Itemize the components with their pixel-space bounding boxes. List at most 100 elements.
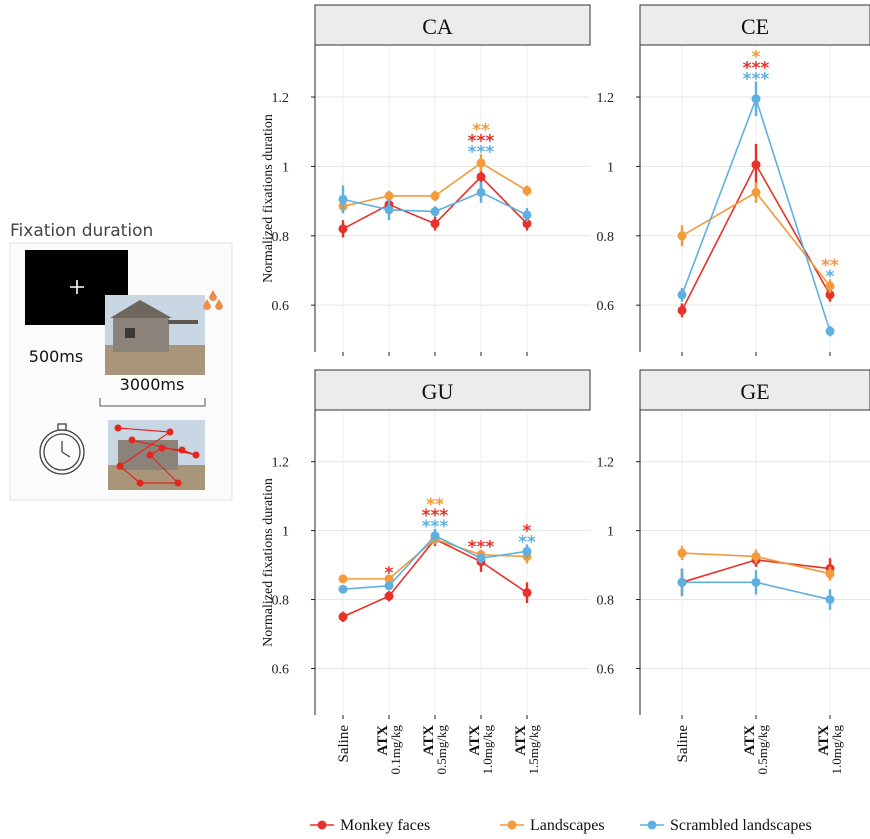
point	[430, 191, 440, 201]
fixation-time: 500ms	[29, 347, 83, 366]
y-tick-label: 0.6	[272, 662, 290, 677]
significance-stars: ***	[468, 538, 495, 558]
point	[384, 205, 394, 215]
schematic-title: Fixation duration	[10, 221, 153, 241]
plot-area	[315, 410, 590, 715]
panel-header	[314, 4, 591, 46]
significance-stars: *	[385, 563, 394, 583]
x-tick-label: ATX1.5mg/kg	[513, 725, 541, 775]
panel: 0.6 0.8 1 1.2 CA Normalized fixations duratio…	[261, 4, 591, 356]
y-tick-label: 1.2	[597, 91, 615, 106]
point	[677, 577, 687, 587]
point	[522, 219, 532, 229]
reward-drops	[203, 290, 223, 310]
point	[338, 224, 348, 234]
point	[476, 187, 486, 197]
significance-stars: ***	[468, 131, 495, 151]
legend-label: Monkey faces	[340, 817, 430, 834]
panel: 0.60.811.2CEMonkey facesLandscapesScramb…	[597, 4, 870, 356]
x-tick-label: ATX1.0mg/kg	[467, 725, 495, 775]
point	[677, 290, 687, 300]
point	[384, 581, 394, 591]
significance-stars: **	[426, 495, 444, 515]
y-tick-label: 0.8	[597, 230, 615, 245]
point	[430, 219, 440, 229]
point	[677, 231, 687, 241]
point	[430, 531, 440, 541]
y-tick-label: 0.8	[597, 594, 615, 609]
image-stimulus	[105, 295, 205, 375]
significance-stars: *	[523, 521, 532, 541]
y-tick-label: 0.8	[272, 594, 290, 609]
panel-title: GE	[740, 379, 769, 404]
plot-area	[315, 45, 590, 352]
point	[825, 290, 835, 300]
panel-title: CE	[741, 14, 769, 39]
point	[476, 553, 486, 563]
point	[677, 305, 687, 315]
significance-stars: ***	[422, 506, 449, 526]
legend-swatch-point	[317, 820, 327, 830]
panel-title: CA	[422, 14, 453, 39]
significance-stars: **	[472, 120, 490, 140]
scanpath-image	[108, 420, 205, 490]
y-tick-label: 0.6	[597, 299, 615, 314]
x-tick-label: ATX1.0mg/kg	[816, 725, 844, 775]
x-tick-label: ATX0.5mg/kg	[421, 725, 449, 775]
y-tick-label: 1.2	[272, 456, 290, 471]
legend-swatch-point	[647, 820, 657, 830]
schematic: Fixation duration 500ms 3000ms	[9, 221, 233, 501]
point	[338, 574, 348, 584]
legend-swatch-point	[507, 820, 517, 830]
y-tick-label: 1.2	[597, 456, 615, 471]
significance-stars: ***	[743, 58, 770, 78]
significance-stars: ***	[468, 142, 495, 162]
y-tick-label: 1	[282, 525, 289, 540]
image-time: 3000ms	[120, 375, 185, 394]
y-tick-label: 1.2	[272, 91, 290, 106]
significance-stars: **	[518, 532, 536, 552]
point	[338, 194, 348, 204]
y-tick-label: 1	[607, 525, 614, 540]
x-tick-label: ATX0.5mg/kg	[742, 725, 770, 775]
point	[476, 172, 486, 182]
significance-stars: ***	[743, 69, 770, 89]
point	[384, 574, 394, 584]
significance-stars: ***	[422, 517, 449, 537]
point	[476, 158, 486, 168]
y-axis-label: Normalized fixations duration	[261, 478, 276, 647]
significance-stars: **	[821, 256, 839, 276]
point	[338, 612, 348, 622]
x-tick-label: Saline	[675, 725, 691, 763]
legend-label: Scrambled landscapes	[670, 817, 812, 834]
stopwatch	[39, 423, 85, 475]
point	[825, 595, 835, 605]
significance-stars: *	[752, 47, 761, 67]
point	[522, 546, 532, 556]
x-tick-label: Saline	[336, 725, 352, 763]
point	[677, 548, 687, 558]
point	[825, 569, 835, 579]
y-tick-label: 0.6	[597, 662, 615, 677]
point	[522, 186, 532, 196]
panel: 0.6 0.8 1 1.2 Saline ATX0.1mg/kg ATX0.5mg/kg AT…	[261, 369, 591, 775]
point	[430, 207, 440, 217]
panel: 0.6 0.8 1 1.2 Saline ATX0.5mg/kg ATX1.0mg/kg GE…	[597, 369, 870, 775]
point	[522, 588, 532, 598]
legend-label: Landscapes	[530, 817, 605, 834]
panel-title: GU	[422, 379, 454, 404]
point	[384, 591, 394, 601]
y-tick-label: 0.8	[272, 230, 290, 245]
point	[751, 187, 761, 197]
x-tick-label: ATX0.1mg/kg	[375, 725, 403, 775]
panel-header	[314, 369, 591, 411]
y-tick-label: 0.6	[272, 299, 290, 314]
time-bracket	[99, 398, 206, 407]
point	[338, 584, 348, 594]
point	[751, 160, 761, 170]
y-axis-label: Normalized fixations duration	[261, 114, 276, 283]
point	[751, 577, 761, 587]
point	[522, 210, 532, 220]
point	[825, 326, 835, 336]
